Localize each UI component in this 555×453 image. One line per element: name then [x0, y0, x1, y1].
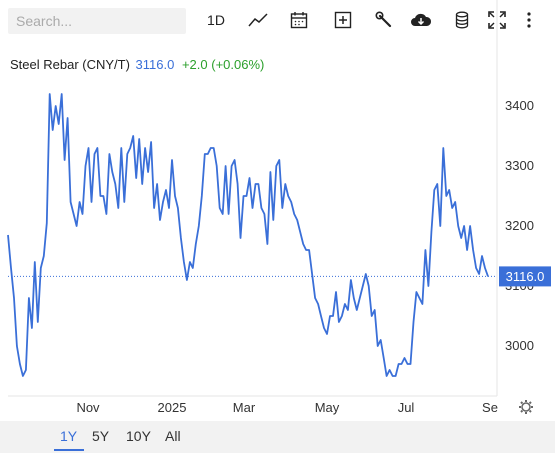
last-price-tag-text: 3116.0 — [506, 269, 545, 284]
range-button-10y[interactable]: 10Y — [126, 428, 151, 444]
range-button-1y[interactable]: 1Y — [60, 428, 78, 444]
price-line — [7, 93, 489, 377]
search-placeholder: Search... — [16, 13, 73, 29]
x-tick-label: 2025 — [158, 400, 187, 415]
active-range-indicator — [54, 449, 84, 451]
instrument-name: Steel Rebar (CNY/T) — [10, 57, 130, 72]
x-tick-label: Nov — [76, 400, 100, 415]
chart-type-button[interactable] — [245, 8, 271, 32]
tools-button[interactable] — [371, 8, 397, 32]
range-selector: 1Y 5Y 10Y All — [0, 421, 555, 453]
fullscreen-button[interactable] — [484, 8, 510, 32]
interval-button[interactable]: 1D — [203, 8, 229, 32]
toolbar: Search... 1D — [0, 0, 555, 40]
range-button-all[interactable]: All — [165, 428, 181, 444]
more-button[interactable] — [516, 8, 542, 32]
chart-title: Steel Rebar (CNY/T) 3116.0 +2.0 (+0.06%) — [10, 57, 264, 72]
last-price: 3116.0 — [135, 57, 175, 72]
price-chart[interactable]: 30003100320033003400 Nov2025MarMayJulSe … — [0, 0, 555, 421]
price-change: +2.0 (+0.06%) — [181, 57, 265, 72]
y-tick-label: 3200 — [505, 218, 534, 233]
y-tick-label: 3300 — [505, 158, 534, 173]
line-chart-icon — [248, 13, 268, 27]
more-icon — [527, 12, 531, 28]
download-button[interactable] — [408, 8, 434, 32]
fullscreen-icon — [488, 11, 506, 29]
interval-label: 1D — [207, 12, 225, 28]
add-icon — [334, 11, 352, 29]
add-indicator-button[interactable] — [330, 8, 356, 32]
database-icon — [455, 11, 469, 29]
date-range-button[interactable] — [286, 8, 312, 32]
x-tick-label: Mar — [233, 400, 256, 415]
cloud-download-icon — [411, 13, 432, 26]
x-tick-label: May — [315, 400, 340, 415]
y-tick-label: 3400 — [505, 98, 534, 113]
calendar-icon — [290, 12, 308, 29]
x-tick-label: Se — [482, 400, 498, 415]
settings-icon[interactable] — [519, 400, 533, 414]
range-button-5y[interactable]: 5Y — [92, 428, 110, 444]
data-button[interactable] — [449, 8, 475, 32]
x-tick-label: Jul — [398, 400, 415, 415]
search-input[interactable]: Search... — [8, 8, 186, 34]
y-tick-label: 3000 — [505, 338, 534, 353]
last-price-tag — [499, 266, 551, 287]
wrench-icon — [375, 11, 392, 28]
